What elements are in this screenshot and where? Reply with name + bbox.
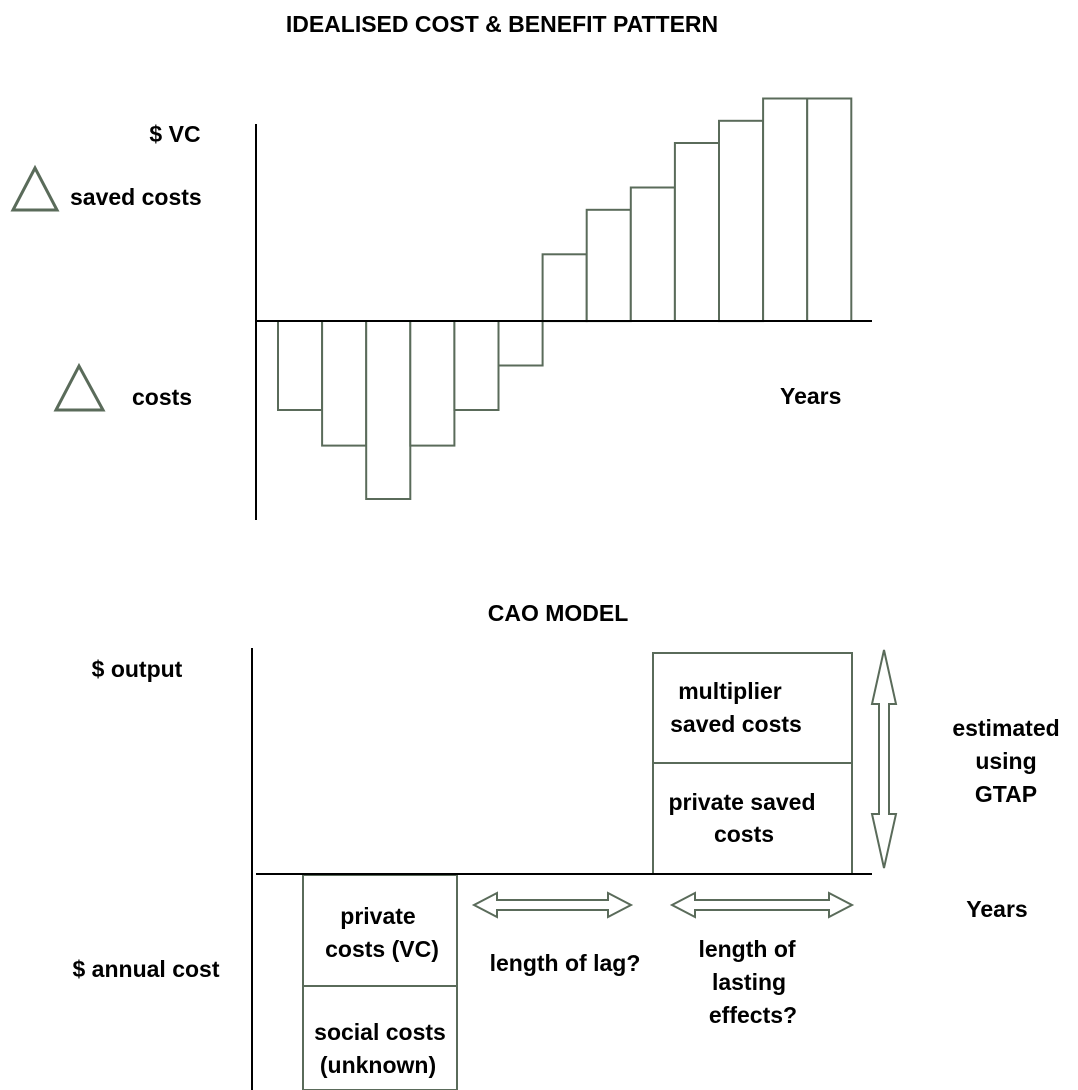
private-saved-box — [652, 762, 853, 875]
private-saved-line-1: private saved — [668, 789, 815, 815]
private-saved-line-2: costs — [714, 821, 774, 847]
lasting-line-2: lasting — [712, 969, 786, 995]
bar-year-13 — [806, 97, 853, 322]
top-y-label: $ VC — [149, 121, 200, 147]
bar-year-8 — [585, 208, 632, 323]
top-title: IDEALISED COST & BENEFIT PATTERN — [286, 11, 718, 37]
bar-year-1 — [277, 320, 324, 411]
lasting-line-1: length of — [698, 936, 795, 962]
multiplier-box — [652, 652, 853, 764]
lag-label: length of lag? — [490, 950, 641, 976]
gtap-line-2: using — [975, 748, 1036, 774]
top-x-label: Years — [780, 383, 841, 409]
private-costs-line-2: costs (VC) — [325, 936, 439, 962]
bar-year-5 — [453, 320, 500, 411]
lag-double-arrow-icon — [471, 891, 634, 919]
multiplier-line-2: saved costs — [670, 711, 802, 737]
gtap-double-arrow-icon — [870, 649, 898, 869]
lasting-line-3: effects? — [709, 1002, 797, 1028]
costs-label: costs — [132, 384, 192, 410]
bar-year-3 — [365, 320, 412, 500]
bar-year-7 — [541, 253, 588, 323]
bottom-title: CAO MODEL — [488, 600, 629, 626]
bar-year-11 — [718, 119, 765, 323]
gtap-line-3: GTAP — [975, 781, 1037, 807]
bottom-x-label: Years — [966, 896, 1027, 922]
bottom-y-top-label: $ output — [92, 656, 183, 682]
social-costs-box — [302, 985, 458, 1090]
lasting-double-arrow-icon — [669, 891, 855, 919]
bar-year-10 — [673, 142, 721, 322]
delta-icon-costs — [53, 362, 106, 412]
bar-year-4 — [409, 320, 456, 447]
bottom-y-bottom-label: $ annual cost — [73, 956, 220, 982]
saved-costs-label: saved costs — [70, 184, 202, 210]
bar-year-2 — [321, 320, 368, 447]
social-costs-line-2: (unknown) — [320, 1052, 436, 1078]
multiplier-line-1: multiplier — [678, 678, 782, 704]
gtap-line-1: estimated — [952, 715, 1059, 741]
bar-series — [277, 97, 853, 500]
bar-year-12 — [762, 97, 809, 322]
private-costs-box — [302, 874, 458, 987]
social-costs-line-1: social costs — [314, 1019, 446, 1045]
private-costs-line-1: private — [340, 903, 415, 929]
delta-icon-saved — [10, 164, 60, 212]
bar-year-6 — [497, 320, 544, 367]
bar-year-9 — [629, 186, 676, 322]
